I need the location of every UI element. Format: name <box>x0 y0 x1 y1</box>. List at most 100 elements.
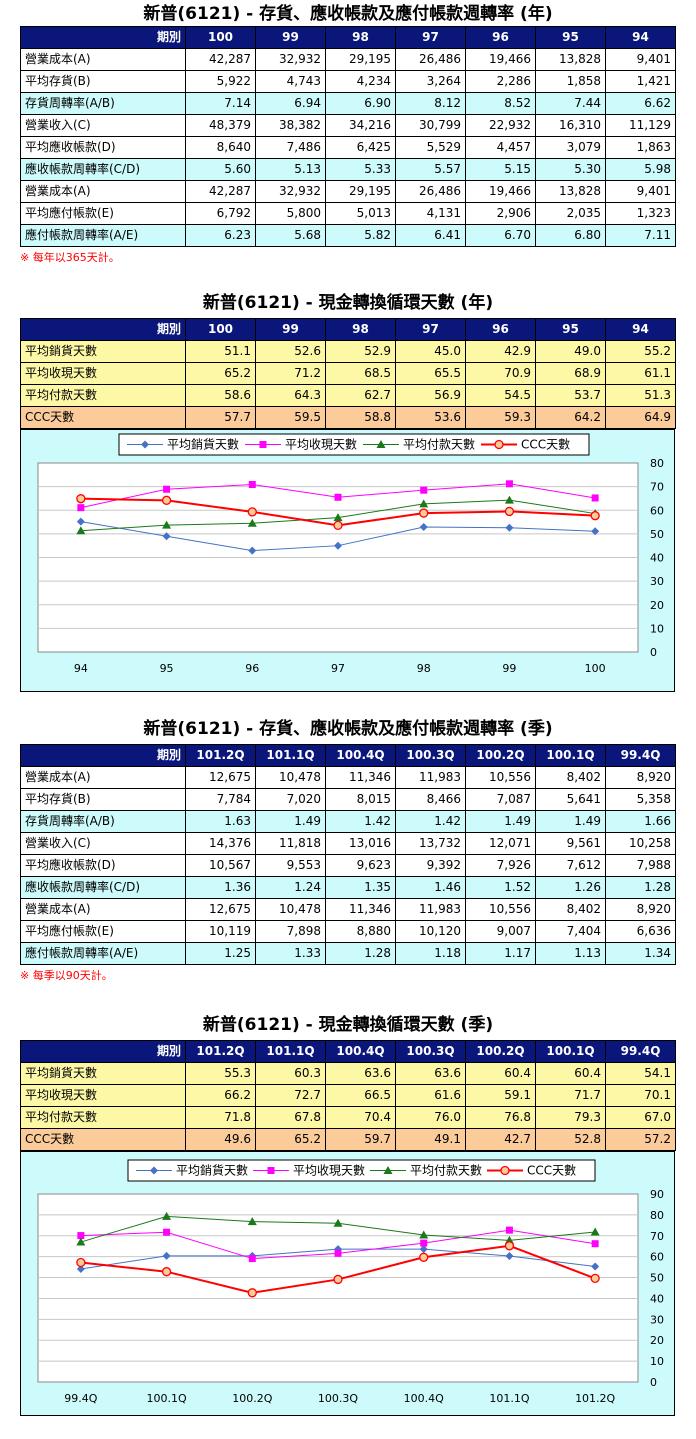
row-label: 平均付款天數 <box>20 384 186 407</box>
table-cell: 6,792 <box>185 202 256 225</box>
table-row: 營業成本(A) 42,287 32,932 29,195 26,486 19,466 13,… <box>20 48 676 71</box>
period-header: 期別 <box>20 1040 186 1063</box>
y-tick-label: 50 <box>650 1272 664 1285</box>
y-tick-label: 0 <box>650 1376 657 1389</box>
table-cell: 59.3 <box>465 406 536 429</box>
triangle-marker <box>247 1217 257 1226</box>
table-cell: 13,828 <box>535 48 606 71</box>
table-cell: 7.44 <box>535 92 606 115</box>
diamond-marker <box>141 440 149 449</box>
row-label: 平均應收帳款(D) <box>20 136 186 159</box>
triangle-marker <box>383 1166 393 1174</box>
table-cell: 63.6 <box>395 1062 466 1085</box>
column-header: 98 <box>325 26 396 49</box>
circle-marker <box>247 1288 257 1298</box>
table-cell: 26,486 <box>395 48 466 71</box>
table-cell: 13,016 <box>325 832 396 855</box>
table-cell: 9,007 <box>465 920 536 943</box>
row-label: 平均應收帳款(D) <box>20 854 186 877</box>
y-tick-label: 50 <box>650 528 664 541</box>
table-cell: 9,553 <box>255 854 326 877</box>
table-cell: 5.57 <box>395 158 466 181</box>
diamond-marker <box>505 523 514 532</box>
table-cell: 8.52 <box>465 92 536 115</box>
table-row: CCC天數 49.6 65.2 59.7 49.1 42.7 52.8 57.2 <box>20 1128 676 1151</box>
table-cell: 5,358 <box>605 788 676 811</box>
diamond-marker <box>76 1264 85 1273</box>
table-header-row: 期別 100 99 98 97 96 95 94 <box>20 318 676 341</box>
table-cell: 9,392 <box>395 854 466 877</box>
table-cell: 51.1 <box>185 340 256 363</box>
row-label: 存貨周轉率(A/B) <box>20 810 186 833</box>
table-cell: 5.60 <box>185 158 256 181</box>
column-header: 94 <box>605 318 676 341</box>
column-header: 100.3Q <box>395 744 466 767</box>
x-tick-label: 100.1Q <box>146 1392 186 1405</box>
x-tick-label: 100.3Q <box>318 1392 358 1405</box>
column-header: 99.4Q <box>605 1040 676 1063</box>
row-label: 營業成本(A) <box>20 180 186 203</box>
table-cell: 1.46 <box>395 876 466 899</box>
triangle-marker <box>333 1218 343 1227</box>
table-cell: 8.12 <box>395 92 466 115</box>
table-cell: 7.11 <box>605 224 676 247</box>
table-cell: 76.0 <box>395 1106 466 1129</box>
column-header: 100.4Q <box>325 1040 396 1063</box>
line-chart-svg: 平均銷貨天數 平均收現天數 平均付款天數 CCC天數 0 10 20 30 40 50 60 70 80… <box>37 1159 664 1405</box>
table-cell: 71.2 <box>255 362 326 385</box>
y-tick-label: 70 <box>650 481 664 494</box>
legend-label: 平均銷貨天數 <box>167 437 239 452</box>
table-cell: 26,486 <box>395 180 466 203</box>
table-cell: 1.42 <box>325 810 396 833</box>
row-label: CCC天數 <box>20 1128 186 1151</box>
table-cell: 8,402 <box>535 766 606 789</box>
table-cell: 2,035 <box>535 202 606 225</box>
table-cell: 5.13 <box>255 158 326 181</box>
square-marker <box>77 1232 85 1240</box>
column-header: 100.2Q <box>465 1040 536 1063</box>
table-row: 營業收入(C) 14,376 11,818 13,016 13,732 12,071 9,5… <box>20 832 676 855</box>
table-row: 應收帳款周轉率(C/D) 5.60 5.13 5.33 5.57 5.15 5.30 5.98 <box>20 158 676 181</box>
table-cell: 54.1 <box>605 1062 676 1085</box>
table-cell: 6.80 <box>535 224 606 247</box>
table-cell: 55.3 <box>185 1062 256 1085</box>
circle-marker <box>500 1165 510 1176</box>
table-cell: 11,983 <box>395 766 466 789</box>
x-tick-label: 97 <box>331 662 345 675</box>
table-cell: 1.36 <box>185 876 256 899</box>
table-cell: 1,323 <box>605 202 676 225</box>
annual-ccc-chart: 平均銷貨天數 平均收現天數 平均付款天數 CCC天數 0 10 20 30 40 50 60 70 80… <box>20 429 675 692</box>
table-note: ※ 每季以90天計。 <box>20 969 113 982</box>
table-cell: 30,799 <box>395 114 466 137</box>
square-marker <box>591 1240 599 1248</box>
column-header: 97 <box>395 26 466 49</box>
circle-marker <box>504 506 515 517</box>
series-circle <box>76 494 600 531</box>
row-label: 平均收現天數 <box>20 362 186 385</box>
table-cell: 1.25 <box>185 942 256 965</box>
column-header: 101.1Q <box>255 744 326 767</box>
table-cell: 4,131 <box>395 202 466 225</box>
legend-label: CCC天數 <box>527 1164 576 1178</box>
y-tick-label: 40 <box>650 552 664 565</box>
table-cell: 1,863 <box>605 136 676 159</box>
table-cell: 1,858 <box>535 70 606 93</box>
table-note: ※ 每年以365天計。 <box>20 251 120 264</box>
square-marker <box>505 1226 513 1234</box>
quarterly-turnover-table: 期別 101.2Q 101.1Q 100.4Q 100.3Q 100.2Q 100.1Q 99… <box>20 744 676 965</box>
table-cell: 57.7 <box>185 406 256 429</box>
square-marker <box>334 493 342 501</box>
table-cell: 5.82 <box>325 224 396 247</box>
table-cell: 19,466 <box>465 180 536 203</box>
table-cell: 59.5 <box>255 406 326 429</box>
table-cell: 1.63 <box>185 810 256 833</box>
table-cell: 1.35 <box>325 876 396 899</box>
column-header: 101.1Q <box>255 1040 326 1063</box>
table-cell: 6,636 <box>605 920 676 943</box>
table-cell: 7.14 <box>185 92 256 115</box>
series-square <box>77 480 599 512</box>
table-cell: 62.7 <box>325 384 396 407</box>
y-tick-label: 30 <box>650 575 664 588</box>
triangle-marker <box>76 1237 86 1246</box>
table-cell: 10,567 <box>185 854 256 877</box>
